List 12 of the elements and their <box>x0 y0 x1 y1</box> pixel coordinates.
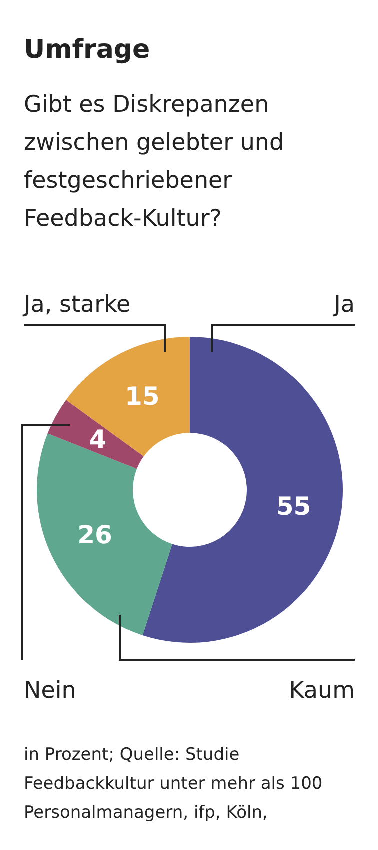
slice-label: Nein <box>24 678 76 704</box>
donut-slice <box>66 337 190 456</box>
chart-title: Umfrage <box>24 35 150 65</box>
slice-label: Ja, starke <box>22 292 131 318</box>
slice-label: Ja <box>332 292 355 318</box>
text: in Prozent; Quelle: Studie Feedbackkultur unter mehr als 100 Personalmanagern, ifp, Köln, <box>24 745 323 823</box>
data-label: 15 <box>124 382 160 412</box>
data-label: 26 <box>78 520 112 550</box>
chart-subtitle: Gibt es Diskrepanzen zwischen gelebter und festgeschriebener Feedback-Kultur? <box>24 92 284 232</box>
slice-label: Kaum <box>289 678 355 704</box>
data-label: 55 <box>276 492 312 522</box>
data-label: 4 <box>89 425 107 454</box>
